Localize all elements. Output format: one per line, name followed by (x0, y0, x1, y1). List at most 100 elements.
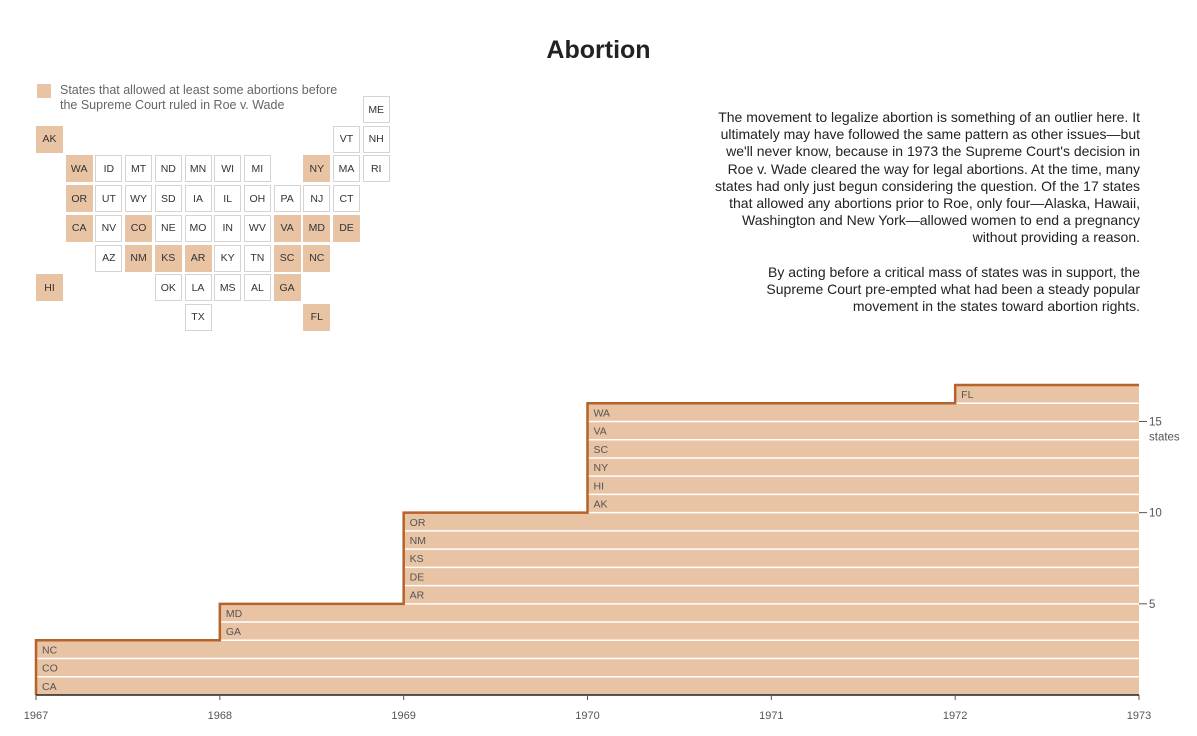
state-band-label: AR (410, 590, 425, 602)
legend-label: States that allowed at least some aborti… (60, 83, 338, 112)
x-tick-label: 1967 (24, 710, 48, 722)
state-tile-wy: WY (125, 185, 153, 213)
state-band-label: SC (594, 444, 609, 456)
state-tile-or: OR (65, 185, 93, 213)
state-tile-ct: CT (333, 185, 360, 213)
state-tile-va: VA (273, 214, 301, 242)
state-tile-mt: MT (125, 155, 153, 183)
y-tick-label: 10 (1149, 508, 1162, 520)
x-tick-label: 1972 (943, 710, 967, 722)
state-tile-mi: MI (243, 155, 271, 183)
state-band-label: FL (961, 389, 973, 401)
cumulative-step-line (34, 383, 1139, 695)
state-tile-ca: CA (65, 214, 93, 242)
state-tile-ms: MS (214, 274, 242, 302)
state-band-ak (587, 494, 1139, 513)
state-band-va (587, 421, 1139, 440)
state-tile-ut: UT (95, 185, 123, 213)
state-tile-oh: OH (243, 185, 271, 213)
state-tile-sc: SC (273, 244, 301, 272)
state-tile-co: CO (125, 214, 153, 242)
state-band-label: AK (594, 499, 608, 511)
state-band-ks (403, 549, 1140, 568)
state-tile-id: ID (95, 155, 123, 183)
state-tile-az: AZ (95, 244, 123, 272)
state-tile-nm: NM (125, 244, 153, 272)
legend-swatch (37, 84, 51, 98)
state-tile-fl: FL (303, 303, 331, 331)
state-band-nc (36, 640, 1139, 659)
state-band-ny (587, 457, 1139, 477)
state-tile-hi: HI (36, 274, 63, 302)
description-paragraph: The movement to legalize abortion is som… (715, 109, 1140, 246)
state-tile-ak: AK (36, 125, 63, 153)
state-tile-il: IL (214, 185, 242, 213)
y-tick-label: 5 (1149, 599, 1155, 611)
state-tile-de: DE (333, 214, 360, 242)
x-tick-label: 1973 (1127, 710, 1151, 722)
state-band-label: OR (410, 517, 426, 529)
state-band-co (36, 658, 1139, 677)
state-tile-nj: NJ (303, 185, 331, 213)
state-band-ga (219, 622, 1140, 641)
state-tile-sd: SD (154, 185, 182, 213)
state-band-md (219, 603, 1140, 623)
state-tile-tx: TX (184, 303, 212, 331)
state-band-nm (403, 530, 1140, 550)
state-band-label: DE (410, 571, 425, 583)
state-tile-map: ME AK VT NH WA ID MT ND MN WI MI NY MA RI OR UT WY SD IA IL… (0, 0, 400, 340)
description-paragraph: By acting before a critical mass of stat… (766, 263, 1140, 315)
state-tile-ny: NY (303, 155, 331, 183)
state-tile-vt: VT (333, 125, 360, 153)
state-tile-pa: PA (273, 185, 301, 213)
state-tile-ok: OK (154, 274, 182, 302)
state-band-label: NC (42, 644, 58, 656)
state-band-label: MD (226, 608, 243, 620)
y-axis-unit: states (1149, 431, 1180, 443)
state-tile-ks: KS (154, 244, 182, 272)
x-tick-label: 1971 (759, 710, 783, 722)
state-tile-md: MD (303, 214, 331, 242)
state-tile-ia: IA (184, 185, 212, 213)
state-tile-nd: ND (154, 155, 182, 183)
state-band-hi (587, 476, 1139, 495)
state-band-or (403, 512, 1140, 531)
state-tile-la: LA (184, 274, 212, 302)
state-tile-tn: TN (243, 244, 271, 272)
state-band-sc (587, 439, 1139, 458)
state-band-ar (403, 585, 1140, 604)
state-band-de (403, 567, 1140, 586)
state-tile-ma: MA (333, 155, 360, 183)
state-tile-wv: WV (243, 214, 271, 242)
page-title: Abortion (546, 36, 651, 64)
description: The movement to legalize abortion is som… (710, 109, 1140, 332)
state-tile-ar: AR (184, 244, 212, 272)
state-band-ca (36, 676, 1139, 695)
state-tile-ri: RI (362, 155, 390, 183)
x-tick-label: 1970 (575, 710, 599, 722)
state-band-wa (587, 403, 1139, 422)
state-tile-wa: WA (65, 155, 93, 183)
state-band-label: KS (410, 553, 424, 565)
state-tile-mo: MO (184, 214, 212, 242)
state-band-fl (955, 385, 1139, 404)
state-tile-nh: NH (362, 125, 390, 153)
state-band-label: WA (594, 407, 611, 419)
state-band-label: CA (42, 681, 57, 693)
state-tile-ky: KY (214, 244, 242, 272)
state-tile-al: AL (243, 274, 271, 302)
state-tile-ga: GA (273, 274, 301, 302)
state-tile-wi: WI (214, 155, 242, 183)
state-tile-nv: NV (95, 214, 123, 242)
y-tick-label: 15 (1149, 416, 1162, 428)
state-band-label: CO (42, 663, 58, 675)
x-tick-label: 1969 (391, 710, 415, 722)
state-tile-in: IN (214, 214, 242, 242)
state-band-label: VA (594, 426, 607, 438)
state-tile-ne: NE (154, 214, 182, 242)
state-band-label: GA (226, 626, 241, 638)
state-band-label: NY (594, 462, 609, 474)
state-tile-nc: NC (303, 244, 331, 272)
state-band-label: HI (594, 480, 605, 492)
